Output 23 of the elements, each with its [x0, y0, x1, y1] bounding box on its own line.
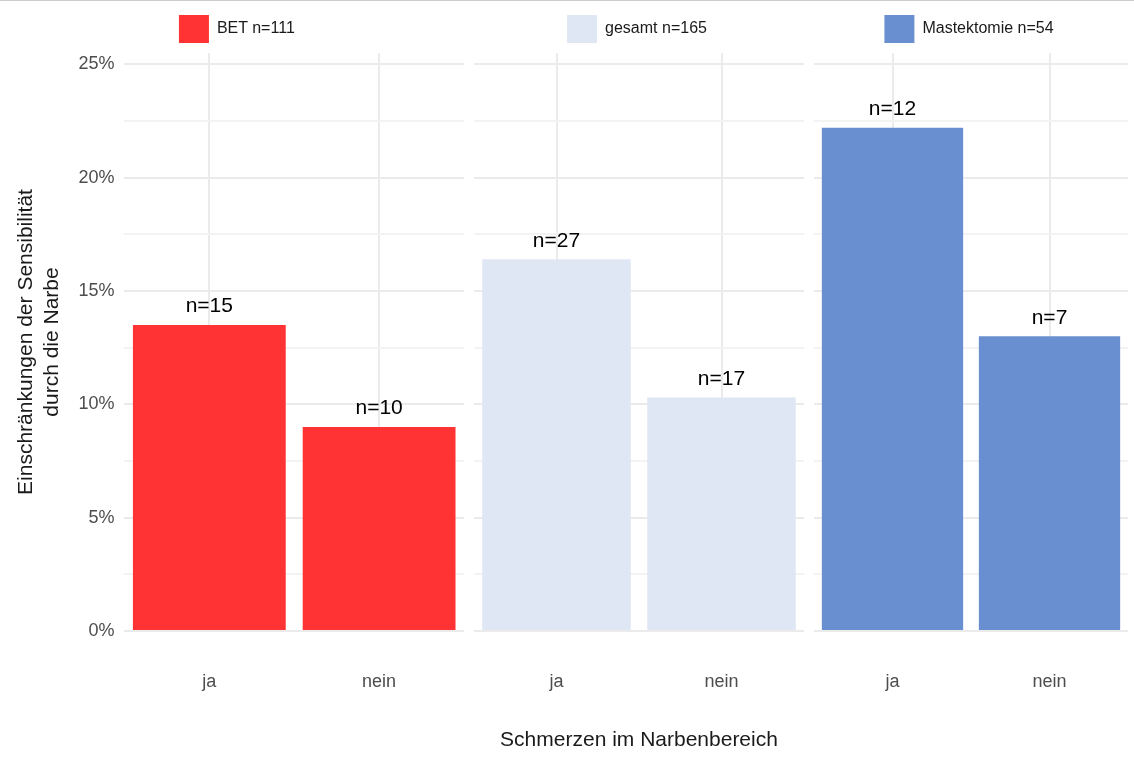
- y-tick-label: 20%: [78, 166, 115, 187]
- legend-label: gesamt n=165: [605, 19, 708, 37]
- y-tick-label: 10%: [78, 393, 115, 414]
- annotation: n=17: [697, 365, 746, 389]
- y-tick-label: 25%: [78, 53, 115, 74]
- y-tick-label: 5%: [88, 506, 115, 527]
- legend-label: BET n=111: [216, 19, 295, 37]
- y-tick-label: 0%: [88, 619, 115, 640]
- x-tick-label: ja: [548, 670, 565, 691]
- x-tick-label: ja: [201, 670, 218, 691]
- y-axis-title: Einschränkungen der Sensibilität durch die Narbe: [13, 188, 62, 495]
- legend-label: Mastektomie n=54: [922, 19, 1054, 37]
- annotation: n=10: [355, 395, 403, 419]
- annotation: n=7: [1031, 304, 1068, 328]
- x-tick-label: nein: [362, 670, 397, 691]
- x-axis-title: Schmerzen im Narbenbereich: [500, 727, 778, 751]
- x-tick-label: ja: [884, 670, 901, 691]
- y-tick-label: 15%: [78, 279, 115, 300]
- annotation: n=15: [185, 293, 233, 317]
- annotation: n=12: [868, 96, 917, 120]
- annotation: n=27: [532, 227, 581, 251]
- x-tick-label: nein: [1032, 670, 1067, 691]
- x-tick-label: nein: [704, 670, 739, 691]
